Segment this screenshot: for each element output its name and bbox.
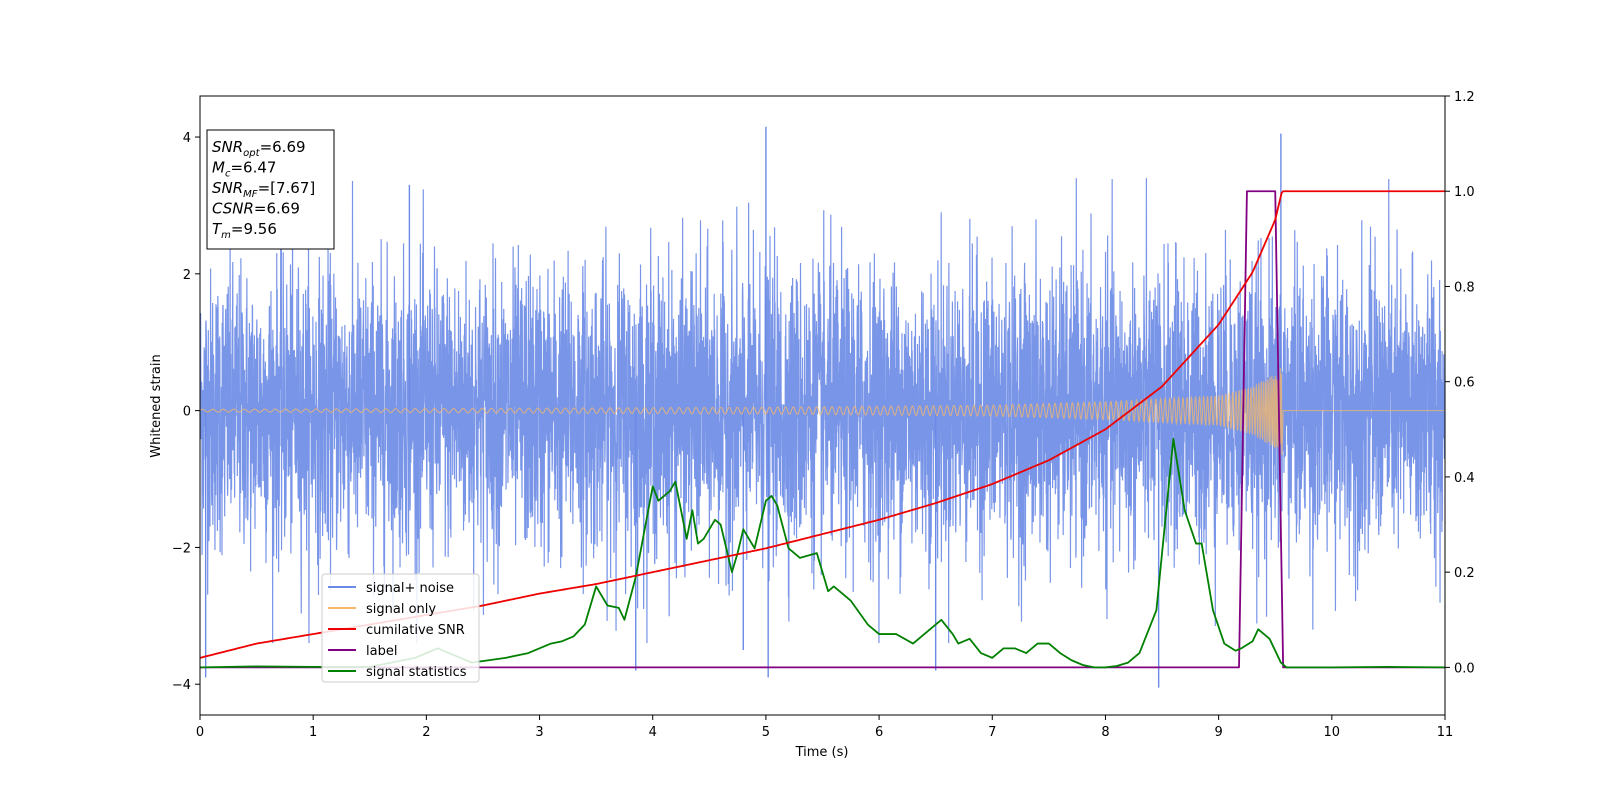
legend-label: label [366,644,397,659]
annotation-line: SNRMF=[7.67] [212,179,315,200]
y2-tick-label: 0.0 [1454,661,1475,676]
axes-frame [199,95,1446,716]
y2-tick-label: 0.6 [1454,376,1475,391]
legend-frame [321,573,480,683]
y-tick-label: 4 [183,131,191,146]
x-tick-label: 3 [535,725,543,740]
series-signal-statistics-line [200,437,1445,669]
x-tick-label: 1 [309,725,317,740]
annotation-symbol: SNR [212,138,243,156]
annotation-symbol: SNR [212,179,243,197]
legend-label: cumilative SNR [366,623,465,638]
x-tick-label: 2 [422,725,430,740]
annotation-line: Mc=6.47 [212,159,276,180]
y-tick-label: 2 [183,268,191,283]
x-tick-label: 0 [196,725,204,740]
x-tick-label: 4 [649,725,657,740]
annotation-line: Tm=9.56 [212,220,277,241]
y-tick-label: −2 [172,541,191,556]
annotation-subscript: m [221,230,231,241]
legend: signal+ noise signal only cumilative SNR la… [321,573,480,683]
annotation-symbol: M [212,159,225,177]
annotation-subscript: MF [243,189,258,200]
y2-tick-label: 1.0 [1454,185,1475,200]
annotation-line: CSNR=6.69 [212,200,300,218]
y-tick-label: −4 [172,678,191,693]
annotation-frame [206,129,335,250]
y2-tick-label: 0.4 [1454,471,1475,486]
series-signal-only-line [200,368,1445,455]
legend-label: signal only [366,602,436,617]
annotation-symbol: T [212,220,223,238]
y2-tick-label: 0.8 [1454,280,1475,295]
annotation-symbol: CSNR [212,200,254,218]
x-tick-label: 7 [988,725,996,740]
x-tick-label: 9 [1214,725,1222,740]
y-axis-label: Whitened strain [149,354,164,457]
x-tick-label: 10 [1324,725,1341,740]
legend-label: signal statistics [366,665,467,680]
annotation-value: =6.69 [260,138,306,156]
axes: 0 1 2 3 4 5 6 7 8 9 10 11 −4 −2 0 2 4 0.0 0.2 0.4 0.6 0.8 1.0 1… [172,90,1475,740]
annotation-box: SNRopt=6.69Mc=6.47SNRMF=[7.67]CSNR=6.69T… [206,129,335,250]
annotation-value: =6.47 [230,159,276,177]
annotation-subscript: opt [243,148,260,159]
annotation-value: =6.69 [254,200,300,218]
series-signal-noise-line [200,178,1445,644]
y-tick-label: 0 [183,405,191,420]
x-axis-label: Time (s) [795,745,849,760]
y2-tick-label: 0.2 [1454,566,1475,581]
annotation-value: =[7.67] [258,179,316,197]
annotation-value: =9.56 [231,220,277,238]
annotation-subscript: c [225,169,231,180]
legend-label: signal+ noise [366,581,454,596]
x-tick-label: 11 [1437,725,1454,740]
annotation-line: SNRopt=6.69 [212,138,306,159]
x-tick-label: 8 [1101,725,1109,740]
y2-tick-label: 1.2 [1454,90,1475,105]
x-tick-label: 6 [875,725,883,740]
x-tick-label: 5 [762,725,770,740]
